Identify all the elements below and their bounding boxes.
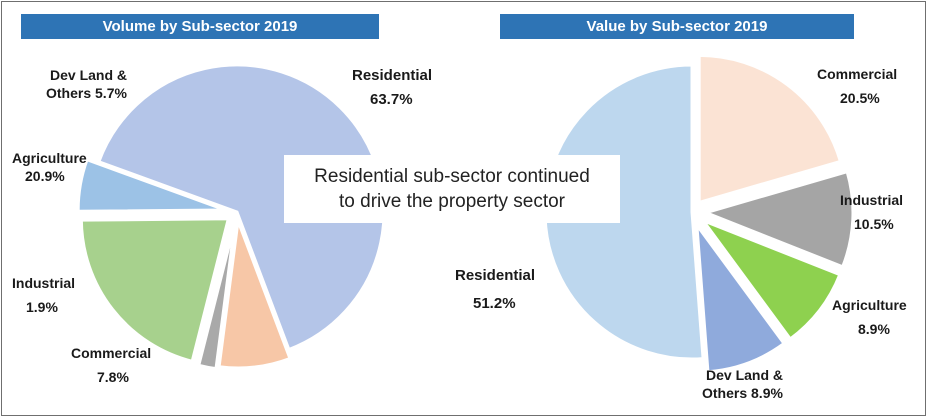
left-label-residential: Residential 63.7% <box>352 67 433 108</box>
value-slice-dev-land-others <box>694 220 787 374</box>
volume-slice-industrial <box>196 222 237 371</box>
volume-slice-commercial <box>217 220 292 370</box>
right-label-dev-land: Dev Land & Others 8.9% <box>702 367 784 401</box>
right-label-agriculture: Agriculture 8.9% <box>832 297 907 337</box>
value-slice-industrial <box>701 169 855 269</box>
volume-slice-residential <box>96 63 386 352</box>
volume-slice-dev-land-others <box>76 157 226 213</box>
right-label-commercial: Commercial 20.5% <box>817 66 898 106</box>
right-label-residential: Residential 51.2% <box>455 267 536 312</box>
left-label-agriculture: Agriculture 20.9% <box>12 150 87 184</box>
left-label-commercial: Commercial 7.8% <box>71 345 152 385</box>
volume-slice-agriculture <box>79 217 231 364</box>
callout-line-1: Residential sub-sector continued <box>314 166 590 187</box>
right-label-industrial: Industrial 10.5% <box>840 192 904 232</box>
left-label-industrial: Industrial 1.9% <box>12 275 76 315</box>
value-chart-title: Value by Sub-sector 2019 <box>500 14 854 39</box>
callout-box: Residential sub-sector continued to driv… <box>284 155 620 223</box>
value-slice-agriculture <box>698 217 842 342</box>
callout-line-2: to drive the property sector <box>339 191 565 212</box>
value-slice-commercial <box>697 53 843 205</box>
left-label-dev-land: Dev Land & Others 5.7% <box>46 67 128 101</box>
volume-chart-title: Volume by Sub-sector 2019 <box>21 14 379 39</box>
